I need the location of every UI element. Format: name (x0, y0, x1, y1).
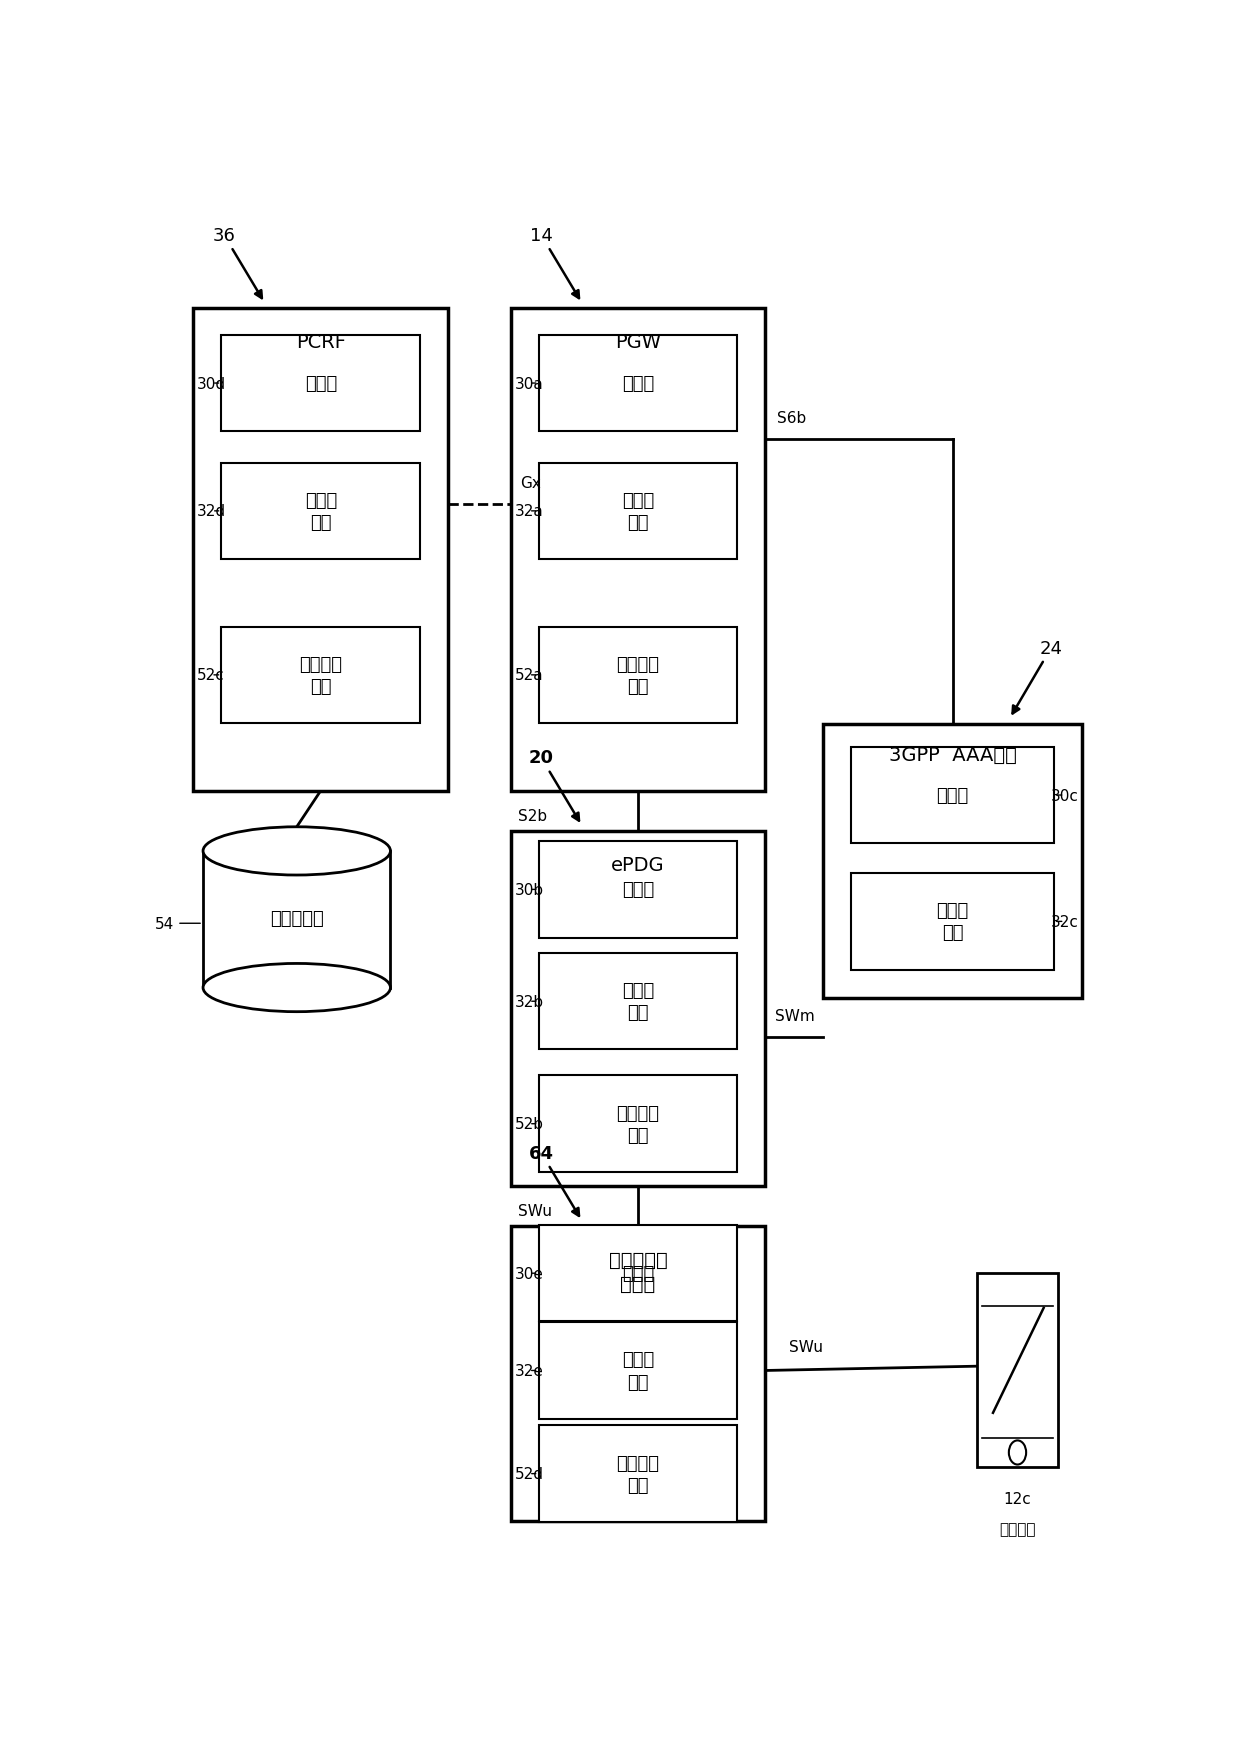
Text: 30c: 30c (1050, 788, 1079, 803)
Text: 54: 54 (155, 916, 201, 930)
Bar (977, 1273, 1058, 1468)
Text: 存储器
元件: 存储器 元件 (621, 981, 653, 1023)
Ellipse shape (203, 828, 391, 875)
Circle shape (1009, 1440, 1027, 1464)
Text: SWm: SWm (775, 1009, 815, 1024)
Text: 处理器: 处理器 (936, 786, 968, 805)
Bar (538, 1226, 738, 1322)
Text: 32e: 32e (515, 1363, 543, 1379)
Bar (823, 723, 1083, 998)
Text: 位置报告
模块: 位置报告 模块 (616, 656, 660, 696)
Bar (538, 463, 738, 560)
Bar (538, 336, 738, 431)
Text: 30b: 30b (515, 882, 543, 897)
Text: 52b: 52b (515, 1116, 543, 1132)
Text: 32d: 32d (197, 504, 227, 518)
Bar (222, 463, 420, 560)
Bar (852, 748, 1054, 843)
Text: 32a: 32a (515, 504, 543, 518)
Text: 位置数据库: 位置数据库 (270, 909, 324, 927)
Bar (538, 953, 738, 1050)
Text: PGW: PGW (615, 334, 661, 353)
Text: 52c: 52c (197, 668, 224, 683)
Text: 无线无线电
接入点: 无线无线电 接入点 (609, 1250, 667, 1292)
Text: 用户设备: 用户设备 (999, 1522, 1035, 1536)
Text: 14: 14 (529, 226, 579, 299)
Text: 32c: 32c (1050, 915, 1079, 929)
Text: S6b: S6b (776, 410, 806, 426)
Text: 36: 36 (212, 226, 262, 299)
Bar (538, 1076, 738, 1172)
Bar (538, 1426, 738, 1522)
Bar (511, 1226, 765, 1522)
Text: ePDG: ePDG (611, 856, 665, 875)
Bar (193, 310, 448, 791)
Text: 64: 64 (528, 1144, 579, 1216)
Text: 处理器: 处理器 (621, 376, 653, 393)
Text: 位置报告
模块: 位置报告 模块 (616, 1454, 660, 1494)
Text: 32b: 32b (515, 995, 543, 1009)
Bar (203, 852, 391, 988)
Bar (538, 842, 738, 937)
Text: 处理器: 处理器 (305, 376, 337, 393)
Text: 30a: 30a (515, 376, 543, 391)
Text: 存储器
元件: 存储器 元件 (936, 903, 968, 943)
Text: PCRF: PCRF (296, 334, 346, 353)
Text: 30e: 30e (515, 1266, 543, 1282)
Text: SWu: SWu (518, 1203, 552, 1219)
Text: S2b: S2b (518, 809, 547, 823)
Ellipse shape (203, 963, 391, 1012)
Bar (852, 873, 1054, 970)
Text: 存储器
元件: 存储器 元件 (621, 492, 653, 532)
Text: 存储器
元件: 存储器 元件 (621, 1351, 653, 1391)
Text: SWu: SWu (789, 1339, 823, 1355)
Text: 30d: 30d (197, 376, 227, 391)
Text: 24: 24 (1013, 640, 1063, 715)
Bar (511, 831, 765, 1186)
Text: 52a: 52a (515, 668, 543, 683)
Text: 存储器
元件: 存储器 元件 (305, 492, 337, 532)
Text: 20: 20 (528, 750, 579, 821)
Bar (538, 628, 738, 723)
Bar (511, 310, 765, 791)
Bar (222, 336, 420, 431)
Text: 处理器: 处理器 (621, 1264, 653, 1282)
Text: 位置报告
模块: 位置报告 模块 (299, 656, 342, 696)
Text: 处理器: 处理器 (621, 882, 653, 899)
Bar (222, 628, 420, 723)
Text: 位置报告
模块: 位置报告 模块 (616, 1104, 660, 1144)
Text: 12c: 12c (1003, 1492, 1032, 1506)
Bar (538, 1322, 738, 1419)
Text: Gx: Gx (521, 476, 541, 490)
Text: 52d: 52d (515, 1466, 543, 1482)
Text: 3GPP  AAA元件: 3GPP AAA元件 (889, 746, 1017, 765)
